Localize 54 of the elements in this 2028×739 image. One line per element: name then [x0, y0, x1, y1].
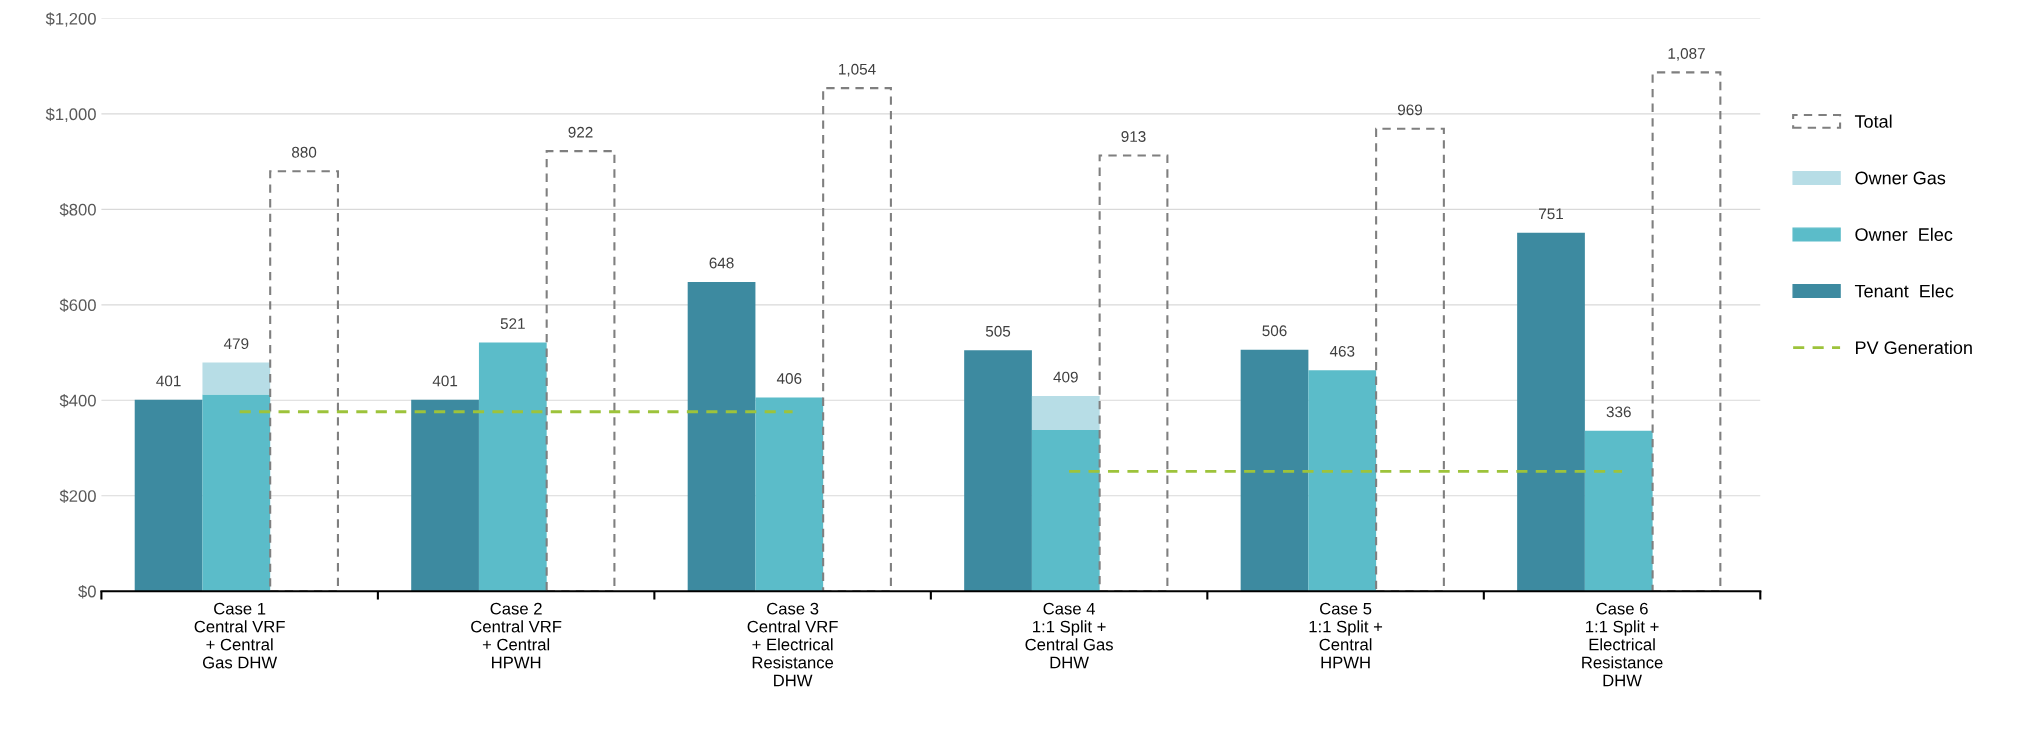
- bar: [822, 87, 892, 592]
- annotation: 479: [223, 338, 249, 350]
- legend-label: Total: [1854, 114, 1892, 128]
- y-tick-label: $1,200: [45, 12, 96, 27]
- x-tick-label: Case 5 1:1 Split + Central HPWH: [1309, 602, 1383, 669]
- bar: [134, 399, 203, 592]
- bar: [202, 362, 271, 395]
- data-label: 505: [985, 325, 1011, 337]
- data-label: 880: [291, 146, 317, 158]
- data-label: 401: [156, 375, 181, 387]
- bar: [1517, 232, 1585, 592]
- data-label: 969: [1397, 104, 1423, 116]
- bar: [202, 394, 271, 592]
- bar: [1031, 429, 1100, 592]
- data-label: 521: [500, 318, 525, 330]
- legend-label: PV Generation: [1856, 340, 1972, 355]
- bar: [964, 350, 1032, 592]
- y-tick-label: $200: [59, 489, 96, 503]
- x-tick-label: Case 2 Central VRF + Central HPWH: [471, 602, 562, 669]
- data-label: 506: [1262, 325, 1287, 337]
- data-label: 1,087: [1668, 48, 1705, 61]
- x-tick-label: Case 6 1:1 Split + Electrical Resistance DHW: [1582, 602, 1663, 687]
- bar: [1584, 430, 1653, 592]
- y-tick-label: $400: [59, 393, 96, 408]
- data-label: 751: [1539, 208, 1564, 220]
- bar: [1308, 370, 1377, 592]
- x-tick-label: Case 1 Central VRF + Central Gas DHW: [194, 602, 285, 669]
- y-tick-label: $600: [59, 298, 96, 313]
- data-label: 913: [1121, 131, 1146, 142]
- data-label: 922: [568, 126, 593, 138]
- data-label: 401: [432, 375, 458, 387]
- bar: [545, 150, 616, 592]
- bar: [1240, 349, 1309, 592]
- y-tick-label: $800: [59, 203, 96, 217]
- bar: [1375, 127, 1445, 592]
- legend-label: Tenant Elec: [1854, 284, 1954, 298]
- data-label: 463: [1329, 345, 1355, 357]
- bar: [1651, 71, 1722, 592]
- y-tick-label: $0: [78, 584, 96, 599]
- data-label: 406: [776, 373, 802, 384]
- x-tick-label: Case 3 Central VRF + Electrical Resistance DHW: [747, 602, 838, 687]
- legend-label: Owner Gas: [1855, 171, 1946, 185]
- legend-label: Owner Elec: [1855, 227, 1953, 241]
- y-tick-label: $1,000: [45, 107, 96, 123]
- data-label: 336: [1606, 406, 1631, 418]
- annotation: 409: [1053, 371, 1078, 383]
- data-label: 648: [709, 257, 734, 269]
- data-label: 1,054: [839, 63, 876, 77]
- bar: [687, 281, 756, 592]
- x-tick-label: Case 4 1:1 Split + Central Gas DHW: [1025, 602, 1113, 669]
- bar: [1031, 396, 1100, 430]
- bar: [755, 397, 824, 592]
- bar: [411, 399, 479, 592]
- bar: [478, 342, 547, 592]
